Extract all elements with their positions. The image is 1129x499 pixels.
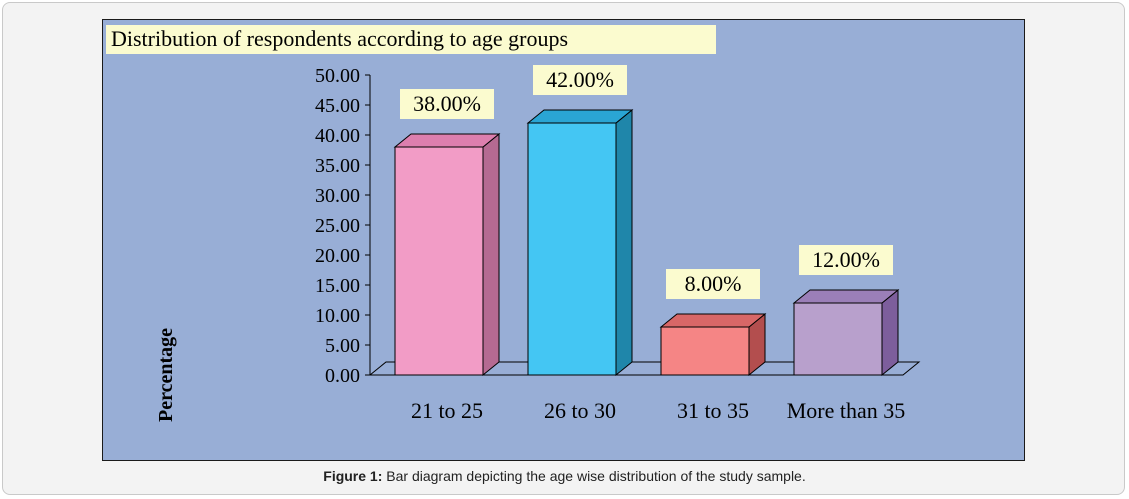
chart-area: Distribution of respondents according to… — [102, 19, 1025, 461]
bar — [793, 302, 883, 376]
y-tick-label: 50.00 — [315, 65, 360, 87]
y-tick-label: 45.00 — [315, 95, 360, 117]
axes: 0.00 5.00 10.00 15.00 20.00 25.00 30.00 35.00 40… — [315, 65, 921, 423]
bar-group — [659, 312, 767, 377]
y-tick-label: 10.00 — [315, 305, 360, 327]
data-label: 38.00% — [413, 91, 481, 116]
x-tick-label: More than 35 — [787, 398, 906, 423]
bar — [527, 122, 617, 376]
y-tick-label: 20.00 — [315, 245, 360, 267]
data-labels: 38.00% 42.00% 8.00% 12.00% — [400, 65, 893, 299]
chart-title-box — [106, 25, 716, 54]
data-label: 12.00% — [812, 247, 880, 272]
bar-side — [615, 108, 633, 377]
bar-chart: Distribution of respondents according to… — [106, 25, 921, 423]
bar-group — [393, 132, 501, 377]
bar-top — [659, 313, 767, 328]
y-tick-label: 0.00 — [325, 365, 360, 387]
bar-side — [881, 288, 899, 377]
y-axis-label: Percentage — [155, 328, 177, 422]
bar-group — [792, 288, 900, 377]
bar — [660, 326, 750, 376]
data-label: 8.00% — [685, 271, 742, 296]
y-tick-label: 5.00 — [325, 335, 360, 357]
y-tick-label: 40.00 — [315, 125, 360, 147]
y-tick-label: 35.00 — [315, 155, 360, 177]
data-label-box — [799, 245, 893, 275]
data-label-box — [533, 65, 627, 95]
chart-title: Distribution of respondents according to… — [111, 26, 568, 51]
figure-caption: Figure 1: Bar diagram depicting the age … — [0, 468, 1129, 484]
bars — [393, 108, 900, 377]
bar-group — [526, 108, 634, 377]
caption-label: Figure 1: — [323, 468, 383, 484]
bar-top — [792, 289, 900, 304]
y-tick-label: 30.00 — [315, 185, 360, 207]
bar — [394, 146, 484, 376]
bar-side — [482, 132, 500, 377]
y-tick-label: 25.00 — [315, 215, 360, 237]
data-label-box — [400, 89, 494, 119]
data-label-box — [666, 269, 760, 299]
y-tick-label: 15.00 — [315, 275, 360, 297]
x-tick-label: 31 to 35 — [677, 398, 749, 423]
x-tick-label: 26 to 30 — [544, 398, 616, 423]
bar-top — [526, 109, 634, 124]
x-tick-label: 21 to 25 — [411, 398, 483, 423]
caption-text: Bar diagram depicting the age wise distr… — [382, 468, 806, 484]
bar-top — [393, 133, 501, 148]
data-label: 42.00% — [546, 67, 614, 92]
